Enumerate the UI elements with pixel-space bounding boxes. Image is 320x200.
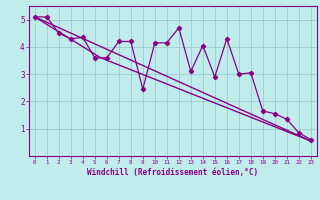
X-axis label: Windchill (Refroidissement éolien,°C): Windchill (Refroidissement éolien,°C)	[87, 168, 258, 177]
